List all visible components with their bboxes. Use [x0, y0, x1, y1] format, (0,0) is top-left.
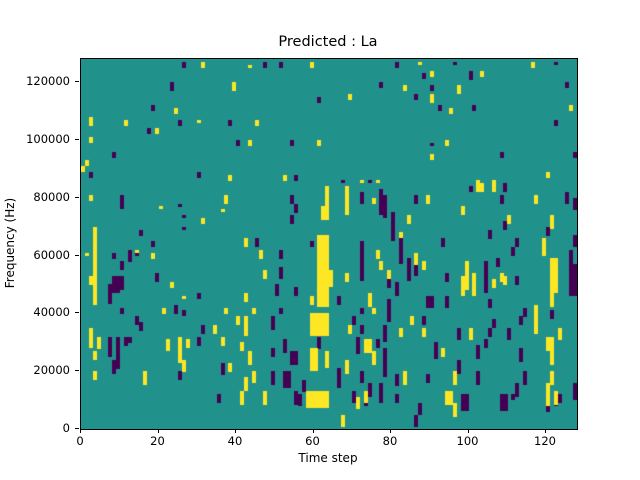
y-tick-mark	[75, 428, 79, 429]
y-tick-label: 0	[62, 421, 70, 435]
y-tick-label: 40000	[33, 305, 70, 320]
y-tick-label: 20000	[33, 363, 70, 378]
y-tick-mark	[75, 138, 79, 140]
y-tick-label: 120000	[26, 74, 70, 89]
heatmap-canvas	[81, 59, 577, 429]
chart-title: Predicted : La	[278, 34, 378, 50]
x-tick-label: 20	[150, 434, 165, 448]
x-tick-label: 120	[534, 434, 556, 448]
y-tick-mark	[75, 370, 79, 372]
y-tick-label: 60000	[33, 247, 70, 262]
x-tick-mark	[157, 429, 159, 433]
x-tick-mark	[467, 429, 469, 433]
y-tick-mark	[75, 81, 79, 83]
x-tick-label: 0	[76, 434, 84, 448]
y-tick-mark	[75, 254, 79, 256]
plot-area	[80, 58, 578, 430]
x-tick-mark	[390, 429, 391, 433]
x-tick-mark	[80, 429, 81, 433]
y-tick-label: 80000	[33, 189, 70, 204]
x-tick-label: 40	[227, 434, 243, 448]
y-tick-mark	[75, 196, 79, 198]
x-tick-label: 100	[456, 434, 479, 448]
y-tick-label: 100000	[26, 131, 70, 146]
x-tick-mark	[235, 429, 236, 433]
x-axis-label: Time step	[298, 451, 358, 465]
x-tick-mark	[312, 429, 314, 433]
y-tick-mark	[75, 312, 79, 314]
x-tick-label: 80	[382, 434, 398, 448]
x-tick-label: 60	[305, 434, 320, 448]
y-axis-label: Frequency (Hz)	[3, 197, 17, 289]
x-tick-mark	[545, 429, 546, 433]
